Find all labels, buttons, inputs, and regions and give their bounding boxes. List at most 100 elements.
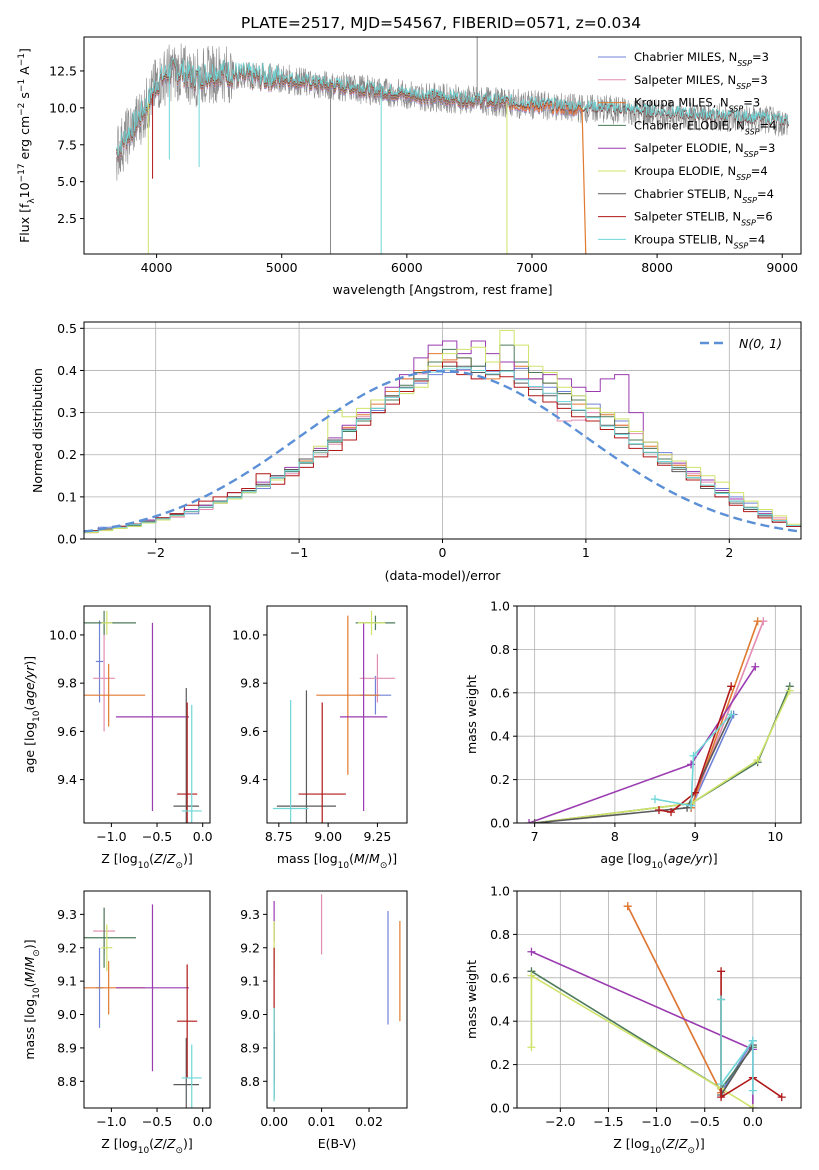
x-tick-label: −0.5 [142, 829, 172, 844]
x-tick-label: 6000 [391, 260, 423, 275]
legend-text: Kroupa ELODIE, N [634, 164, 736, 178]
x-axis-label: E(B-V) [318, 1136, 357, 1151]
y-tick-label: 9.2 [57, 940, 77, 955]
legend-text: Chabrier STELIB, N [634, 187, 742, 201]
x-tick-label: −1.5 [593, 1114, 623, 1129]
y-tick-label: 0.8 [490, 642, 510, 657]
weight-polyline [534, 690, 791, 823]
residual-legend: N(0, 1) [700, 336, 782, 351]
y-tick-label: 0.4 [490, 729, 510, 744]
label-part: 10 [138, 1146, 150, 1156]
weight-polyline [531, 970, 754, 1090]
y-tick-label: 0.2 [57, 447, 77, 462]
x-tick-label: 2 [725, 545, 733, 560]
weight-polyline [658, 686, 732, 813]
legend-text: Salpeter STELIB, N [634, 210, 741, 224]
plot-area [273, 894, 401, 1102]
errorbar-salpeter-stelib [298, 702, 346, 823]
x-tick-label: 5000 [266, 260, 298, 275]
histogram-chabrier-stelib [84, 365, 801, 532]
y-tick-label: 10.0 [49, 627, 77, 642]
label-part: ( [22, 983, 37, 988]
weight-marker [650, 795, 659, 804]
legend-subscript: SSP [729, 104, 744, 113]
legend-text: Kroupa MILES, N [634, 96, 729, 110]
grid [517, 605, 801, 824]
legend-text: Salpeter MILES, N [634, 73, 736, 87]
histogram-salpeter-stelib [84, 361, 801, 532]
label-part: )] [22, 939, 37, 949]
legend-label-chabrier-stelib: Chabrier STELIB, NSSP=4 [634, 187, 774, 205]
y-axis-label: mass weight [464, 675, 479, 754]
label-part: ( [149, 851, 154, 866]
errorbar-chabrier-elodie [84, 907, 137, 968]
legend-label-salpeter-elodie: Salpeter ELODIE, NSSP=3 [634, 141, 775, 159]
x-axis-label: (data-model)/error [385, 568, 502, 583]
weight-marker [748, 1036, 757, 1045]
plot-area [84, 329, 801, 534]
x-tick-label: −1.0 [96, 1114, 126, 1129]
weight-marker [530, 819, 539, 823]
y-tick-label: 8.8 [240, 1074, 260, 1089]
errorbar-salpeter-miles [359, 654, 396, 703]
y-axis-label: Flux [fλ10−17 erg cm−2 s−1 A−1] [17, 48, 37, 243]
errorbar-salpeter-elodie [115, 622, 189, 811]
label-part: Z [153, 851, 163, 866]
histogram-salpeter-miles [84, 361, 801, 532]
y-tick-label: 0.6 [490, 685, 510, 700]
errorbar-chabrier-stelib [276, 690, 337, 823]
label-part: / [163, 1136, 168, 1151]
x-tick-label: −1 [290, 545, 308, 560]
x-tick-label: 0.00 [260, 1114, 288, 1129]
x-tick-label: 0.01 [308, 1114, 336, 1129]
axes-border [516, 605, 802, 824]
legend-nssp: =4 [751, 164, 768, 178]
y-tick-label: 12.5 [49, 63, 77, 78]
y-tick-label: 7.5 [57, 137, 77, 152]
label-part: Z [log [613, 1136, 649, 1151]
x-tick-label: 0.0 [193, 829, 213, 844]
label-part: 10 [338, 861, 350, 871]
spectrum-axes: 4000 5000 6000 7000 8000 9000 2.5 5.0 7.5 10.0 12.… [17, 36, 802, 297]
legend-subscript: SSP [736, 173, 751, 182]
x-tick-label: 8000 [641, 260, 673, 275]
weight-polyline [654, 713, 732, 807]
legend-text: Chabrier ELODIE, N [634, 118, 745, 132]
axes-border [266, 890, 408, 1109]
legend-subscript: SSP [737, 59, 752, 68]
legend-text: Chabrier MILES, N [634, 50, 737, 64]
y-tick-label: 0.1 [57, 489, 77, 504]
x-tick-label: −2 [146, 545, 164, 560]
label-part: erg cm [17, 116, 32, 164]
y-tick-label: 9.6 [57, 724, 77, 739]
y-axis-label: age [log10(age/yr)] [22, 656, 42, 773]
y-axis-label: mass [log10(M/M⊙)] [22, 939, 42, 1059]
label-part: 10 [650, 1146, 662, 1156]
x-tick-label: −1.0 [96, 829, 126, 844]
label-part: 10 [652, 861, 664, 871]
y-tick-label: 0.0 [57, 532, 77, 547]
legend-subscript: SSP [745, 127, 760, 136]
axes-frame: 7 8 9 10 0.0 0.2 0.4 0.6 0.8 1.0 [490, 599, 802, 844]
age-vs-metallicity-axes: −1.0 −0.5 0.09.49.69.810.0Z [log10(Z/Z⊙)]a… [22, 605, 213, 871]
weight-marker [687, 801, 696, 810]
y-tick-label: 10.0 [232, 627, 260, 642]
label-part: 10 [138, 861, 150, 871]
weight-polyline [690, 714, 735, 809]
mass-vs-extinction-axes: 0.00 0.01 0.02 8.8 8.9 9.0 9.1 9.2 9.3 E(B-V) [240, 890, 408, 1151]
y-tick-label: 0.4 [57, 363, 77, 378]
x-tick-label: 7 [531, 829, 539, 844]
legend-label-kroupa-miles: Kroupa MILES, NSSP=3 [634, 96, 760, 114]
label-part: ] [17, 48, 32, 53]
label-part: 10 [32, 710, 42, 722]
label-part: ( [663, 851, 668, 866]
legend-label-salpeter-stelib: Salpeter STELIB, NSSP=6 [634, 210, 773, 228]
axes-border [516, 890, 802, 1109]
label-part: )] [22, 656, 37, 666]
weight-marker [717, 995, 726, 1004]
weight-marker [751, 662, 760, 671]
y-tick-label: 0.0 [490, 1101, 510, 1116]
label-part: Z [log [101, 851, 137, 866]
errorbar-kroupa-elodie [101, 924, 113, 972]
label-part: ⊙ [175, 861, 183, 871]
